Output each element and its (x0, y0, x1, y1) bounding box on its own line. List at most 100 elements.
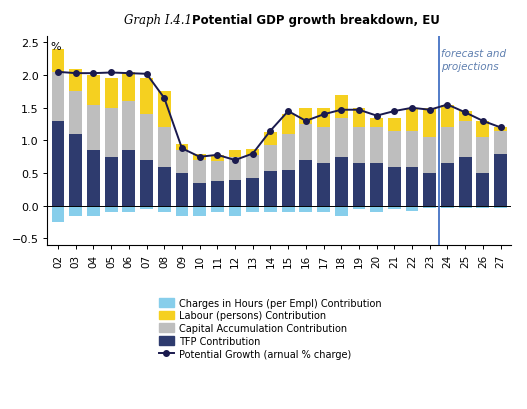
Bar (52, 50, 64, 73)
Text: forecast and
projections: forecast and projections (441, 49, 506, 72)
Bar (70, 92, 82, 135)
Bar (247, 206, 259, 213)
Bar (247, 156, 259, 179)
Bar (299, 108, 312, 125)
Bar (264, 206, 277, 213)
Bar (229, 206, 241, 216)
Bar (406, 167, 418, 206)
Bar (105, 206, 118, 213)
Bar (370, 128, 383, 164)
Bar (476, 206, 489, 208)
Bar (353, 128, 365, 164)
Bar (423, 206, 436, 208)
Bar (87, 206, 100, 216)
Bar (211, 182, 224, 206)
Bar (335, 95, 348, 118)
Bar (406, 206, 418, 211)
Bar (211, 162, 224, 182)
Bar (317, 108, 330, 128)
Bar (441, 164, 454, 206)
Bar (105, 157, 118, 206)
Bar (264, 146, 277, 172)
Bar (282, 135, 295, 171)
Bar (229, 157, 241, 180)
Bar (87, 151, 100, 206)
Bar (52, 206, 64, 222)
Bar (264, 172, 277, 206)
Bar (140, 206, 153, 209)
Bar (175, 206, 188, 216)
Bar (122, 73, 135, 102)
Bar (193, 206, 206, 216)
Bar (423, 108, 436, 138)
Bar (52, 73, 64, 121)
Bar (229, 151, 241, 157)
Bar (370, 164, 383, 206)
Bar (388, 206, 401, 209)
Bar (70, 70, 82, 92)
Text: Graph I.4.1:: Graph I.4.1: (124, 14, 196, 27)
Bar (52, 121, 64, 206)
Bar (299, 161, 312, 206)
Bar (370, 206, 383, 213)
Bar (211, 206, 224, 213)
Bar (335, 206, 348, 216)
Bar (459, 112, 472, 121)
Bar (158, 167, 171, 206)
Bar (441, 105, 454, 128)
Bar (247, 179, 259, 206)
Bar (282, 171, 295, 206)
Bar (282, 206, 295, 213)
Bar (122, 206, 135, 213)
Bar (406, 108, 418, 131)
Bar (193, 161, 206, 184)
Bar (193, 154, 206, 161)
Bar (476, 174, 489, 206)
Bar (70, 135, 82, 206)
Bar (317, 206, 330, 213)
Bar (335, 157, 348, 206)
Text: %: % (50, 42, 61, 52)
Bar (282, 115, 295, 135)
Bar (459, 157, 472, 206)
Bar (353, 108, 365, 128)
Bar (140, 79, 153, 115)
Bar (122, 102, 135, 151)
Bar (370, 118, 383, 128)
Bar (211, 155, 224, 162)
Bar (247, 150, 259, 156)
Bar (105, 108, 118, 157)
Bar (459, 206, 472, 208)
Bar (140, 115, 153, 161)
Bar (388, 131, 401, 167)
Bar (388, 167, 401, 206)
Bar (264, 133, 277, 146)
Bar (87, 76, 100, 105)
Bar (158, 128, 171, 167)
Bar (406, 131, 418, 167)
Bar (494, 128, 507, 131)
Text: Potential GDP growth breakdown, EU: Potential GDP growth breakdown, EU (192, 14, 440, 27)
Bar (317, 164, 330, 206)
Legend: Charges in Hours (per Empl) Contribution, Labour (persons) Contribution, Capital: Charges in Hours (per Empl) Contribution… (155, 295, 385, 362)
Bar (441, 128, 454, 164)
Bar (193, 184, 206, 206)
Bar (158, 92, 171, 128)
Bar (441, 206, 454, 208)
Bar (423, 138, 436, 174)
Bar (494, 206, 507, 208)
Bar (175, 144, 188, 151)
Bar (299, 125, 312, 161)
Bar (175, 151, 188, 174)
Bar (317, 128, 330, 164)
Bar (122, 151, 135, 206)
Bar (229, 180, 241, 206)
Bar (476, 121, 489, 138)
Bar (105, 79, 118, 108)
Bar (423, 174, 436, 206)
Bar (299, 206, 312, 213)
Bar (388, 118, 401, 131)
Bar (353, 164, 365, 206)
Bar (494, 131, 507, 154)
Bar (459, 121, 472, 157)
